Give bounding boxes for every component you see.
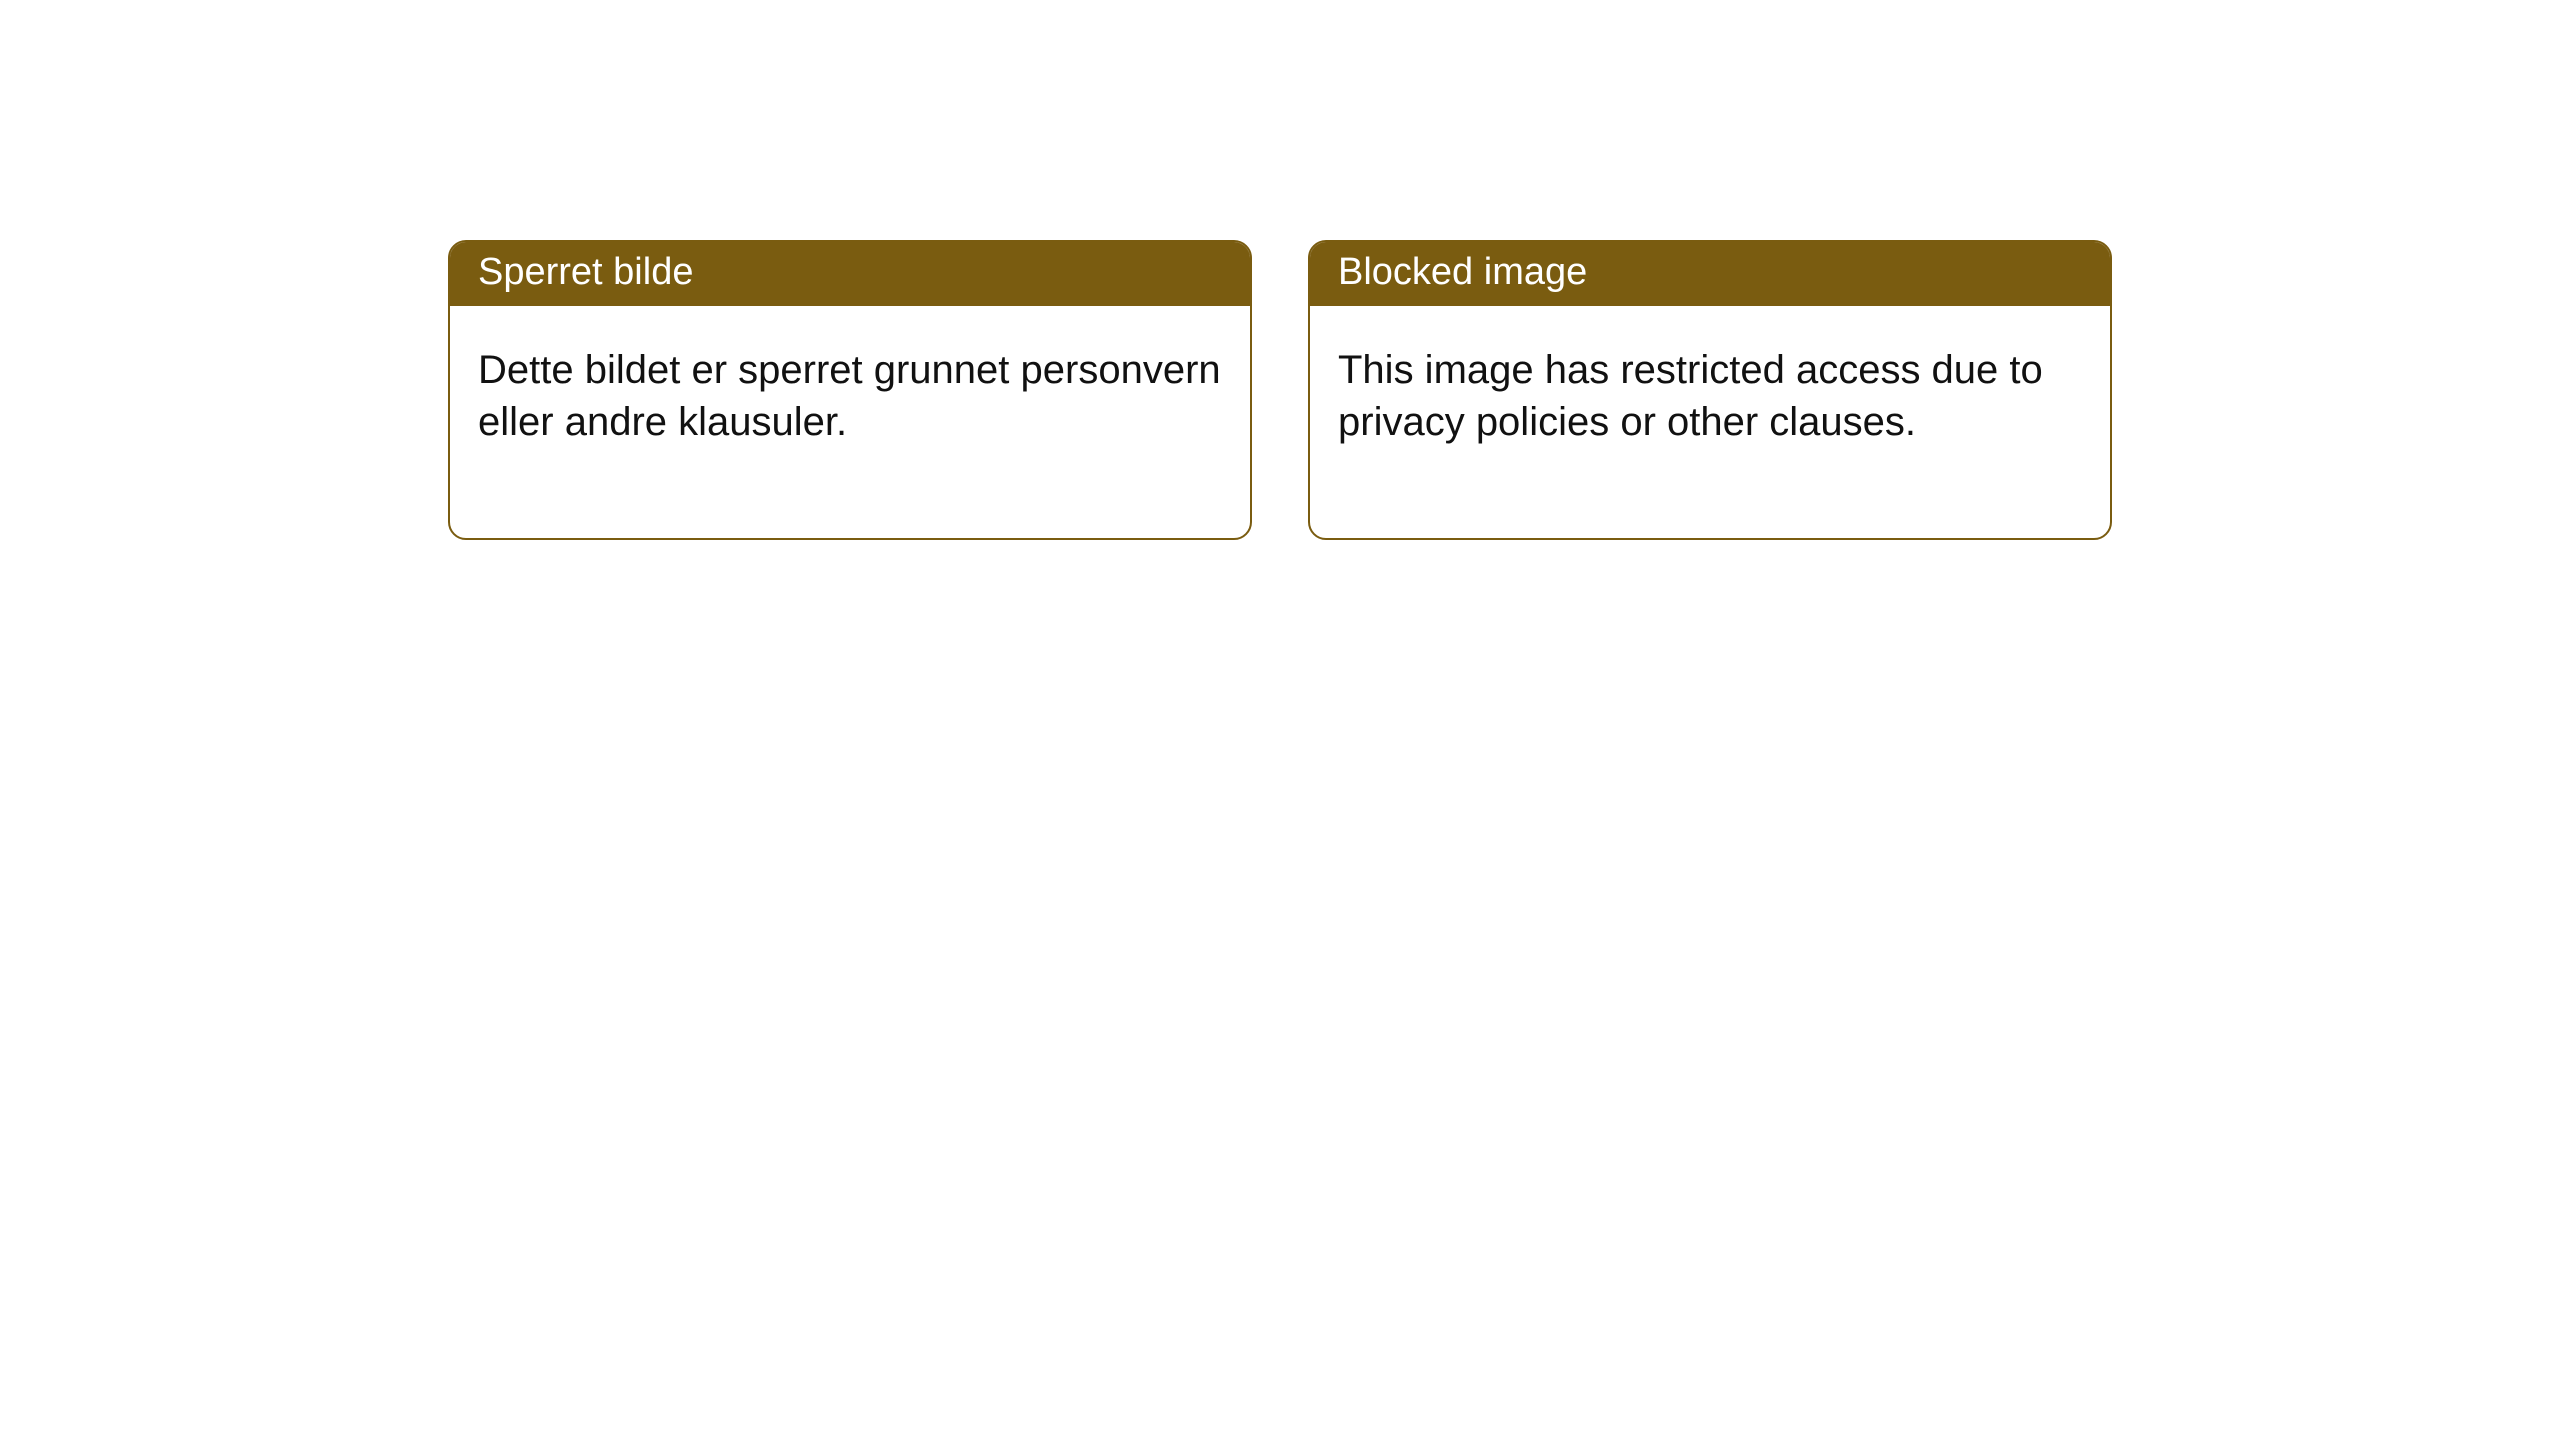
notice-container: Sperret bilde Dette bildet er sperret gr… <box>0 0 2560 540</box>
notice-card-norwegian: Sperret bilde Dette bildet er sperret gr… <box>448 240 1252 540</box>
notice-header-norwegian: Sperret bilde <box>450 242 1250 306</box>
notice-body-norwegian: Dette bildet er sperret grunnet personve… <box>450 306 1250 538</box>
notice-header-english: Blocked image <box>1310 242 2110 306</box>
notice-card-english: Blocked image This image has restricted … <box>1308 240 2112 540</box>
notice-body-english: This image has restricted access due to … <box>1310 306 2110 538</box>
